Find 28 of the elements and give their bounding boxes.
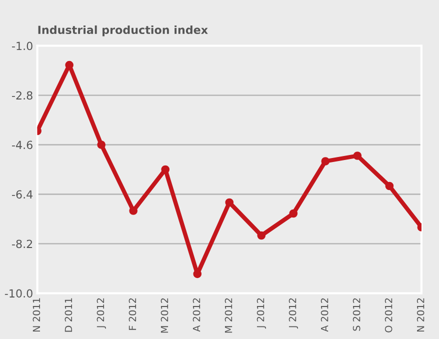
point — [353, 152, 362, 160]
point — [225, 198, 234, 207]
y-tick-label: -10.0 — [4, 289, 32, 298]
x-tick-label: O 2012 — [384, 298, 392, 332]
x-tick-label: J 2012 — [96, 298, 106, 329]
x-tick-label: N 2011 — [32, 298, 40, 332]
point — [97, 140, 106, 149]
y-tick-label: -6.4 — [12, 190, 33, 199]
point — [321, 157, 330, 166]
y-tick-label: -4.6 — [12, 140, 32, 150]
x-tick-label: A 2012 — [192, 298, 200, 332]
point — [129, 206, 138, 215]
x-tick-label: J 2012 — [288, 298, 298, 329]
x-tick-label: S 2012 — [352, 298, 360, 331]
x-tick-label: N 2012 — [416, 298, 424, 332]
point — [385, 182, 394, 190]
x-tick-label: F 2012 — [128, 298, 136, 330]
x-tick-label: D 2011 — [64, 298, 72, 332]
x-tick-label: A 2012 — [320, 298, 328, 332]
x-tick-label: M 2012 — [160, 298, 168, 333]
point — [257, 231, 266, 240]
point — [289, 209, 298, 218]
x-tick-label: M 2012 — [224, 298, 232, 333]
y-tick-label: -8.2 — [12, 240, 32, 248]
y-tick-label: -2.8 — [12, 91, 32, 100]
x-tick-label: J 2012 — [256, 298, 266, 329]
chart-title: Industrial production index — [38, 25, 208, 36]
y-tick-label: -1.0 — [12, 42, 32, 50]
